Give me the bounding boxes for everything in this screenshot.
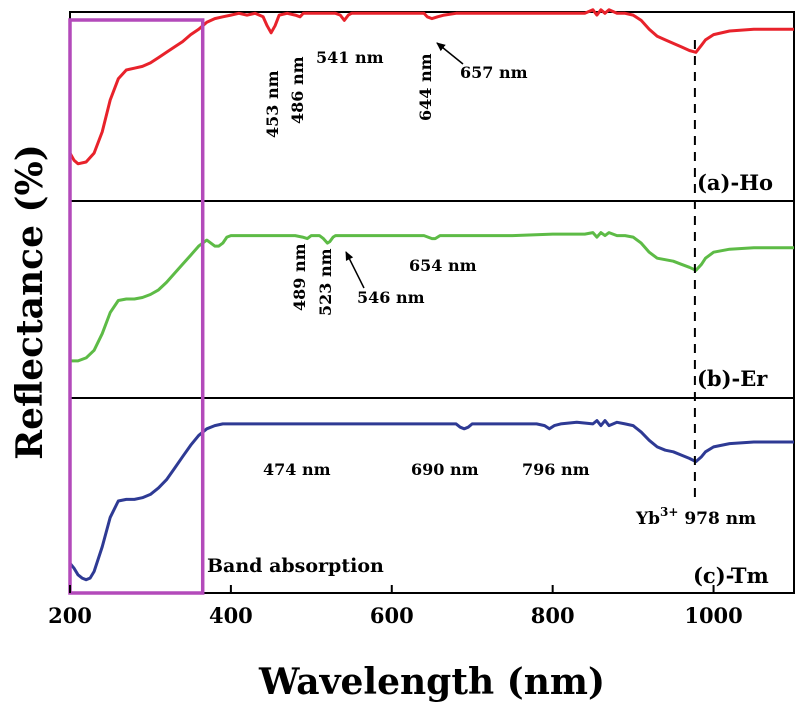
peak-label: 796 nm (522, 460, 590, 479)
x-tick-label: 200 (48, 603, 92, 628)
peak-label: 690 nm (411, 460, 479, 479)
peak-label: 654 nm (409, 256, 477, 275)
series-line-er (70, 233, 794, 361)
peak-label: 644 nm (416, 53, 435, 121)
peak-label: 453 nm (263, 70, 282, 138)
peak-arrow (437, 43, 463, 64)
peak-arrow (346, 252, 364, 288)
x-tick-label: 600 (370, 603, 414, 628)
series-line-tm (70, 421, 794, 580)
panel-label-tm: (c)-Tm (693, 563, 769, 588)
peak-label: 523 nm (316, 248, 335, 316)
peak-label: 541 nm (316, 48, 384, 67)
x-tick-label: 800 (531, 603, 575, 628)
band-absorption-label: Band absorption (207, 555, 384, 577)
peak-label: 474 nm (263, 460, 331, 479)
x-axis-title: Wavelength (nm) (258, 661, 605, 703)
x-tick-label: 400 (209, 603, 253, 628)
panel-label-ho: (a)-Ho (697, 170, 773, 195)
peak-label: 546 nm (357, 288, 425, 307)
panel-label-er: (b)-Er (697, 366, 768, 391)
peak-label: 657 nm (460, 63, 528, 82)
yb-reference-label: Yb3+ 978 nm (635, 505, 756, 529)
band-absorption-box (70, 20, 203, 593)
y-axis-title: Reflectance (%) (9, 144, 51, 460)
peak-label: 486 nm (288, 56, 307, 124)
x-tick-label: 1000 (684, 603, 742, 628)
peak-label: 489 nm (290, 243, 309, 311)
